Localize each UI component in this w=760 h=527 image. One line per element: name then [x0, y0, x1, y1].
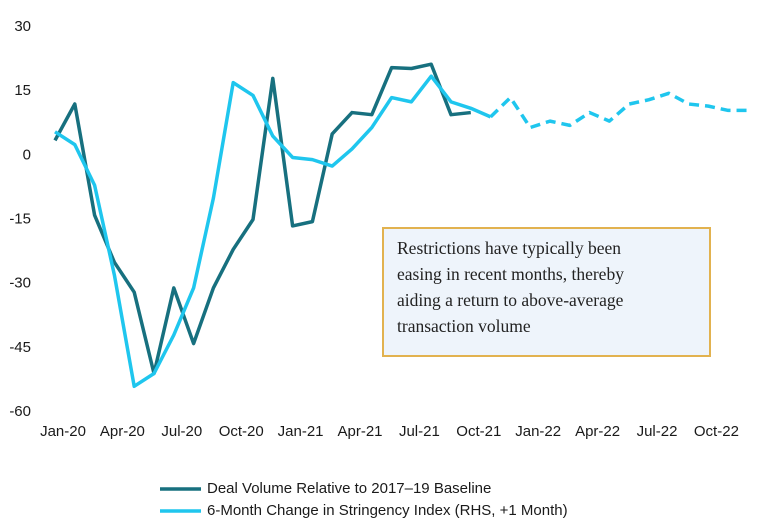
y-tick-label: -45 [9, 339, 31, 356]
y-tick-label: -15 [9, 210, 31, 227]
series-line [489, 91, 748, 130]
x-tick-label: Apr-20 [100, 423, 145, 440]
y-tick-label: 15 [14, 82, 31, 99]
x-tick-label: Oct-20 [219, 423, 264, 440]
x-tick-label: Apr-21 [337, 423, 382, 440]
x-tick-label: Jan-20 [40, 423, 86, 440]
x-tick-label: Jul-21 [399, 423, 440, 440]
y-tick-label: 0 [23, 146, 31, 163]
annotation-line: transaction volume [397, 316, 531, 336]
x-tick-label: Apr-22 [575, 423, 620, 440]
x-tick-label: Oct-22 [694, 423, 739, 440]
y-tick-label: -60 [9, 403, 31, 420]
series-line [53, 62, 471, 376]
x-tick-label: Jan-22 [515, 423, 561, 440]
y-tick-label: 30 [14, 18, 31, 35]
x-tick-label: Oct-21 [456, 423, 501, 440]
annotation-line: easing in recent months, thereby [397, 264, 624, 284]
annotation-box [382, 227, 711, 357]
x-tick-label: Jul-20 [161, 423, 202, 440]
legend-label: 6-Month Change in Stringency Index (RHS,… [207, 502, 568, 519]
series-line [54, 74, 492, 389]
legend-label: Deal Volume Relative to 2017–19 Baseline [207, 480, 491, 497]
x-tick-label: Jul-22 [637, 423, 678, 440]
x-tick-label: Jan-21 [278, 423, 324, 440]
annotation-line: aiding a return to above-average [397, 290, 624, 310]
annotation-line: Restrictions have typically been [397, 238, 621, 258]
y-tick-label: -30 [9, 275, 31, 292]
